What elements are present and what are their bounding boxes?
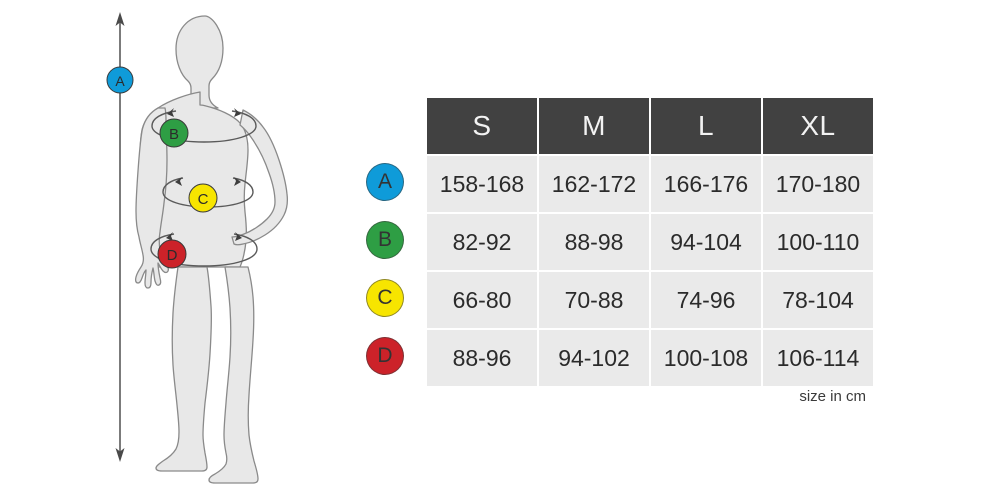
legend-badge-c: C bbox=[366, 279, 404, 317]
cell-d-s: 88-96 bbox=[427, 330, 537, 386]
cell-a-m: 162-172 bbox=[539, 156, 649, 212]
cell-c-s: 66-80 bbox=[427, 272, 537, 328]
table-row: 66-80 70-88 74-96 78-104 bbox=[427, 272, 873, 328]
cell-b-m: 88-98 bbox=[539, 214, 649, 270]
cell-b-s: 82-92 bbox=[427, 214, 537, 270]
table-body: 158-168 162-172 166-176 170-180 82-92 88… bbox=[427, 156, 873, 386]
table-unit-caption: size in cm bbox=[799, 388, 866, 405]
body-figure-illustration: A B C D bbox=[0, 0, 340, 500]
legend-badge-column: A B C D bbox=[366, 95, 406, 383]
table-header-row: S M L XL bbox=[427, 98, 873, 154]
cell-d-m: 94-102 bbox=[539, 330, 649, 386]
figure-marker-d: D bbox=[157, 239, 187, 269]
cell-c-m: 70-88 bbox=[539, 272, 649, 328]
height-arrow-icon bbox=[115, 12, 125, 462]
figure-marker-b: B bbox=[159, 118, 189, 148]
column-header-xl: XL bbox=[763, 98, 873, 154]
cell-a-xl: 170-180 bbox=[763, 156, 873, 212]
cell-d-xl: 106-114 bbox=[763, 330, 873, 386]
svg-text:B: B bbox=[169, 126, 179, 143]
table-header: S M L XL bbox=[427, 98, 873, 154]
legend-badge-d: D bbox=[366, 337, 404, 375]
size-chart-table: S M L XL 158-168 162-172 166-176 170-180… bbox=[425, 96, 875, 388]
hip-measure-line bbox=[150, 232, 258, 267]
figure-marker-a: A bbox=[106, 66, 134, 94]
legend-badge-a: A bbox=[366, 163, 404, 201]
cell-b-xl: 100-110 bbox=[763, 214, 873, 270]
svg-text:A: A bbox=[115, 73, 125, 89]
cell-a-s: 158-168 bbox=[427, 156, 537, 212]
column-header-l: L bbox=[651, 98, 761, 154]
figure-marker-c: C bbox=[188, 183, 218, 213]
bust-measure-line bbox=[151, 108, 257, 143]
legend-badge-b: B bbox=[366, 221, 404, 259]
column-header-m: M bbox=[539, 98, 649, 154]
cell-c-l: 74-96 bbox=[651, 272, 761, 328]
column-header-s: S bbox=[427, 98, 537, 154]
table-row: 82-92 88-98 94-104 100-110 bbox=[427, 214, 873, 270]
cell-a-l: 166-176 bbox=[651, 156, 761, 212]
cell-d-l: 100-108 bbox=[651, 330, 761, 386]
table-row: 88-96 94-102 100-108 106-114 bbox=[427, 330, 873, 386]
cell-b-l: 94-104 bbox=[651, 214, 761, 270]
svg-text:C: C bbox=[198, 191, 209, 208]
table-row: 158-168 162-172 166-176 170-180 bbox=[427, 156, 873, 212]
svg-text:D: D bbox=[167, 247, 178, 264]
cell-c-xl: 78-104 bbox=[763, 272, 873, 328]
